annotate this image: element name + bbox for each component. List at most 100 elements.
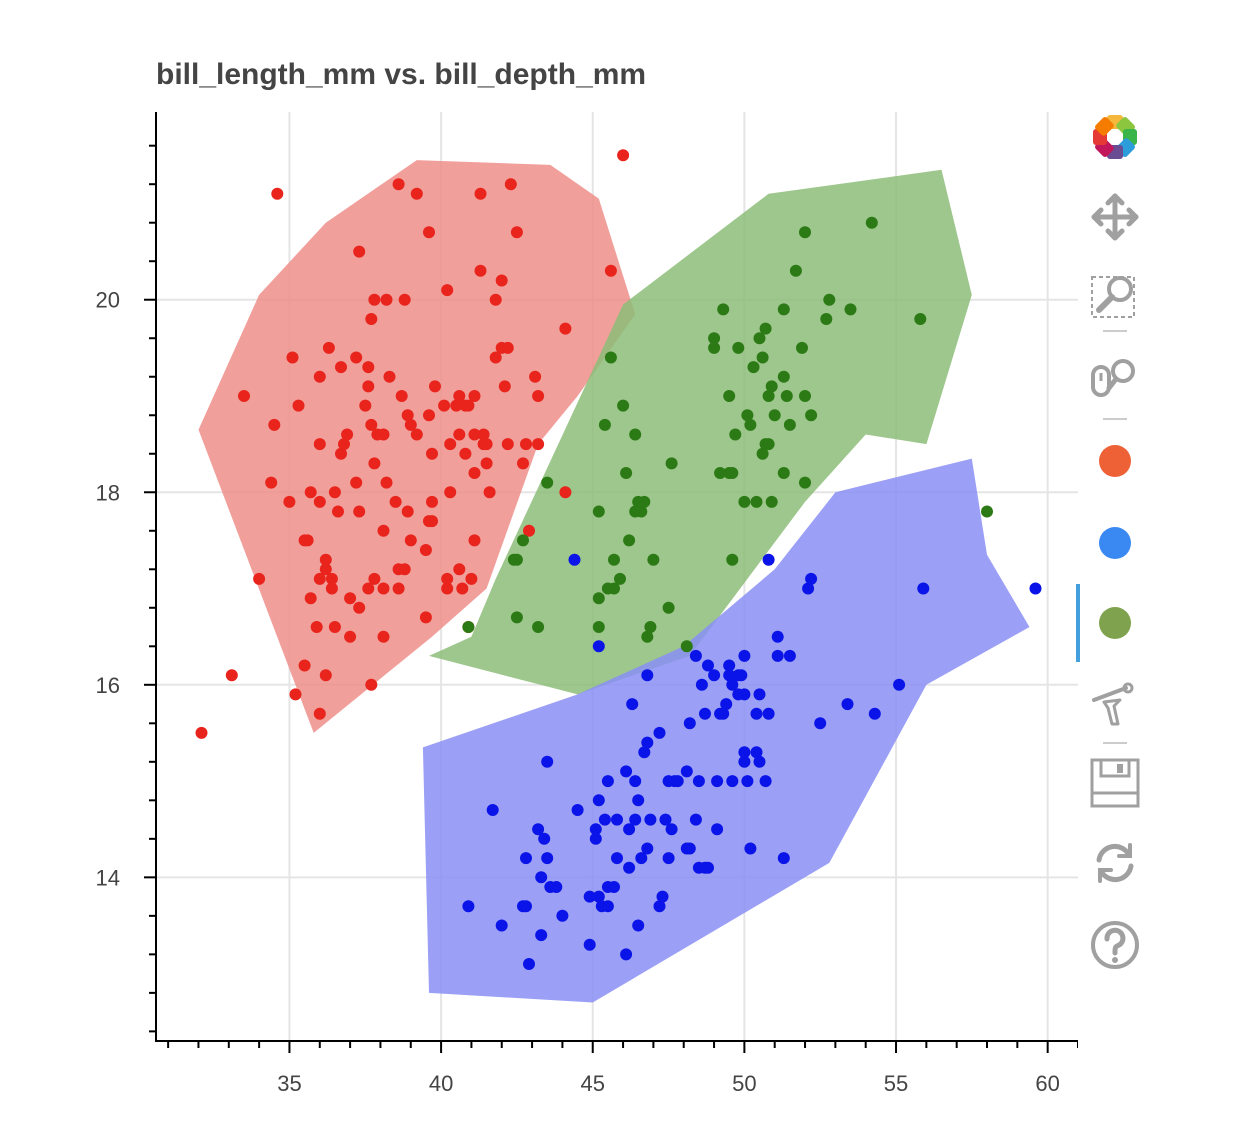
data-point <box>517 457 529 470</box>
data-point <box>608 582 620 595</box>
data-point <box>720 698 733 711</box>
data-point <box>419 544 432 556</box>
data-point <box>344 630 357 643</box>
data-point <box>444 438 457 451</box>
data-point <box>604 351 617 364</box>
data-point <box>714 467 727 479</box>
cluster-hull-2 <box>422 458 1030 1003</box>
save-icon[interactable] <box>1088 756 1142 810</box>
data-point <box>265 476 278 489</box>
data-point <box>319 669 332 682</box>
active-tool-indicator <box>1076 584 1080 662</box>
data-point <box>401 505 414 518</box>
data-point <box>598 418 611 431</box>
data-point <box>665 457 678 470</box>
data-point <box>762 390 775 402</box>
data-point <box>747 361 760 374</box>
data-point <box>756 447 769 460</box>
data-point <box>729 428 742 441</box>
data-point <box>410 187 423 200</box>
data-point <box>741 775 754 788</box>
data-point <box>523 958 535 970</box>
data-point <box>483 486 496 499</box>
data-point <box>620 948 633 961</box>
data-point <box>377 630 390 643</box>
data-point <box>708 341 721 354</box>
data-point <box>653 726 666 739</box>
data-point <box>611 852 623 865</box>
data-point <box>777 467 790 479</box>
data-point <box>423 226 435 239</box>
data-point <box>365 418 378 431</box>
data-point <box>538 832 551 845</box>
data-point <box>532 438 545 451</box>
data-point <box>592 794 605 807</box>
scatter-plot[interactable]: 35 40 45 50 55 60 14 16 18 20 <box>0 0 1078 1100</box>
data-point <box>453 563 466 576</box>
data-point <box>423 409 435 422</box>
data-points <box>195 149 1042 970</box>
pan-icon[interactable] <box>1088 190 1142 244</box>
reset-icon[interactable] <box>1088 836 1142 890</box>
data-point <box>805 572 818 585</box>
tap-icon[interactable] <box>1088 680 1142 734</box>
data-point <box>592 592 605 605</box>
data-point <box>462 900 475 913</box>
data-point <box>783 649 796 662</box>
data-point <box>474 264 487 277</box>
data-point <box>332 505 344 518</box>
data-point <box>438 399 451 412</box>
data-point <box>380 476 393 489</box>
data-point <box>462 399 475 412</box>
data-point <box>535 871 548 884</box>
data-point <box>468 428 481 441</box>
data-point <box>589 823 602 836</box>
data-point <box>762 553 775 566</box>
data-point <box>368 293 381 306</box>
box-zoom-icon[interactable] <box>1088 268 1142 322</box>
data-point <box>629 428 642 441</box>
data-point <box>762 438 775 451</box>
hover-orange-icon[interactable] <box>1088 434 1142 488</box>
help-icon[interactable] <box>1088 918 1142 972</box>
data-point <box>635 505 648 518</box>
data-point <box>410 428 423 441</box>
data-point <box>762 707 775 720</box>
data-point <box>753 755 766 768</box>
data-point <box>362 380 375 393</box>
data-point <box>741 409 754 422</box>
data-point <box>453 390 466 402</box>
data-point <box>353 245 366 258</box>
data-point <box>195 726 208 739</box>
data-point <box>541 755 554 768</box>
data-point <box>453 428 466 441</box>
data-point <box>498 380 511 393</box>
data-point <box>271 187 284 200</box>
data-point <box>283 495 296 508</box>
data-point <box>814 717 827 730</box>
data-point <box>914 313 927 325</box>
data-point <box>510 611 523 624</box>
data-point <box>805 409 818 422</box>
data-point <box>893 678 906 691</box>
data-point <box>802 582 815 595</box>
data-point <box>504 178 517 191</box>
data-point <box>623 534 636 547</box>
data-point <box>611 813 623 826</box>
data-point <box>583 890 596 903</box>
hover-blue-icon[interactable] <box>1088 516 1142 570</box>
bokeh-logo-icon[interactable] <box>1088 110 1142 164</box>
data-point <box>486 804 499 816</box>
data-point <box>614 572 626 585</box>
data-point <box>450 399 463 412</box>
data-point <box>780 390 793 402</box>
data-point <box>477 428 490 441</box>
data-point <box>350 476 363 489</box>
hover-green-icon[interactable] <box>1088 596 1142 650</box>
wheel-zoom-icon[interactable] <box>1088 350 1142 404</box>
y-tick-label: 14 <box>96 865 120 890</box>
data-point <box>632 919 645 932</box>
data-point <box>310 621 323 633</box>
data-point <box>520 900 532 913</box>
data-point <box>689 649 702 662</box>
